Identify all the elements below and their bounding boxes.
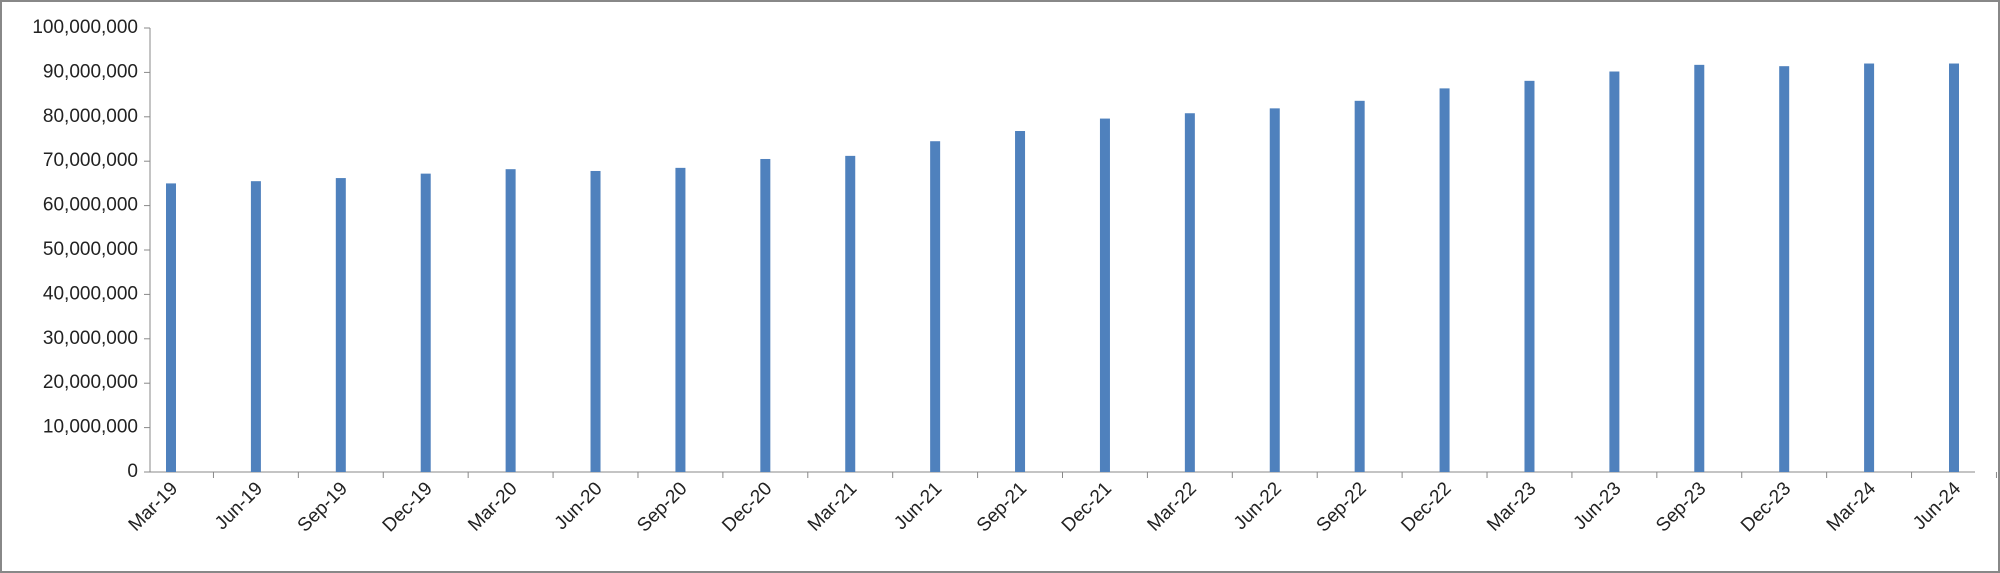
y-tick-label: 90,000,000 — [43, 61, 138, 82]
bar — [335, 178, 346, 472]
y-tick-label: 70,000,000 — [43, 150, 138, 171]
y-tick-label: 20,000,000 — [43, 372, 138, 393]
bar — [1694, 64, 1705, 473]
bar — [1609, 71, 1620, 473]
y-tick-label: 30,000,000 — [43, 328, 138, 349]
bar — [166, 183, 176, 472]
bar — [1269, 108, 1280, 472]
y-tick-label: 80,000,000 — [43, 106, 138, 127]
bar — [760, 158, 771, 473]
bar — [1949, 63, 1959, 473]
bar — [1439, 88, 1450, 472]
bar — [1524, 80, 1535, 472]
bar — [1015, 131, 1026, 472]
bar — [1354, 100, 1365, 472]
bar — [1099, 118, 1110, 473]
y-tick-label: 10,000,000 — [43, 417, 138, 438]
bar — [420, 173, 431, 472]
bar — [675, 167, 686, 473]
bar — [250, 181, 261, 472]
y-tick-label: 40,000,000 — [43, 283, 138, 304]
bar — [930, 141, 941, 472]
bar — [845, 155, 856, 472]
bar — [1864, 63, 1875, 473]
y-tick-label: 60,000,000 — [43, 195, 138, 216]
bar — [505, 169, 516, 472]
y-tick-label: 0 — [127, 461, 138, 482]
y-tick-label: 50,000,000 — [43, 239, 138, 260]
y-tick-label: 100,000,000 — [32, 17, 138, 38]
bar — [1779, 66, 1790, 473]
bar — [590, 170, 601, 472]
bar — [1184, 113, 1195, 473]
